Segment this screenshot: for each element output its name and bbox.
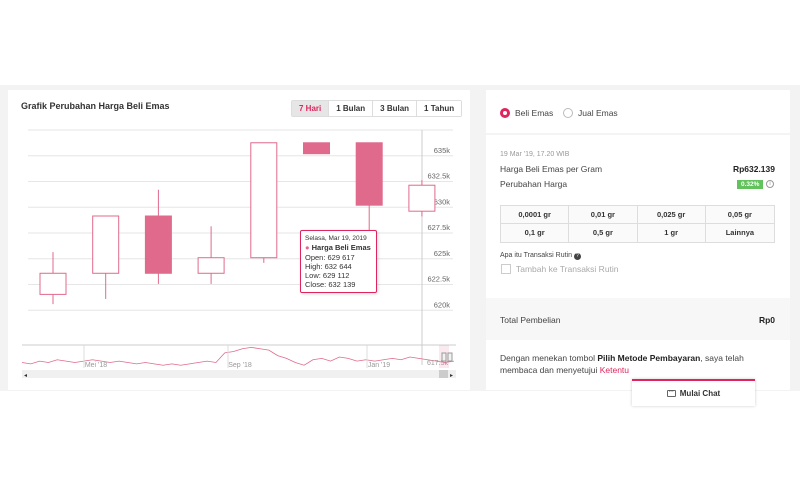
scrollbar[interactable] [22,370,456,378]
navigator-label: Sep '18 [228,362,252,369]
routine-question-text: Apa itu Transaksi Rutin [500,252,572,259]
candle-body [197,257,225,274]
scrollbar-thumb [439,370,448,378]
total-label: Total Pembelian [500,315,561,325]
radio-jual-emas[interactable]: Jual Emas [563,108,618,118]
scroll-right-icon: ▸ [450,373,453,379]
info-icon[interactable]: i [766,180,774,188]
navigator-label: Mei '18 [85,362,107,369]
amount-option-other[interactable]: Lainnya [705,224,774,242]
agreement-text: Dengan menekan tombol Pilih Metode Pemba… [500,352,780,376]
candle-body [408,184,436,212]
candle-body [250,142,278,259]
tooltip-close: Close: 632 139 [305,280,356,290]
routine-checkbox[interactable] [501,264,511,274]
total-value: Rp0 [758,315,775,325]
help-icon: ? [573,253,581,260]
navigator-handle [447,352,453,362]
tooltip-high: High: 632 644 [305,261,352,271]
total-section: Total Pembelian Rp0 [486,298,790,340]
transaction-panel: Beli Emas Jual Emas 19 Mar '19, 17.20 WI… [486,90,790,390]
y-tick-label: 632.5k [427,172,450,181]
candle-body [39,272,67,295]
tooltip-series: Harga Beli Emas [311,243,371,253]
range-7-hari[interactable]: 7 Hari [292,101,329,116]
y-tick-label: 622.5k [427,275,450,284]
radio-unchecked-icon [563,108,573,118]
radio-label: Jual Emas [578,108,618,118]
navigator-line [21,346,455,366]
timestamp: 19 Mar '19, 17.20 WIB [500,151,570,158]
range-3-bulan[interactable]: 3 Bulan [372,101,417,116]
routine-checkbox-label: Tambah ke Transaksi Rutin [516,264,619,274]
change-label: Perubahan Harga [500,179,568,189]
candle-body [144,215,172,274]
agree-bold: Pilih Metode Pembayaran [597,353,701,363]
amount-option[interactable]: 1 gr [637,224,706,242]
amount-option[interactable]: 0,0001 gr [501,206,570,224]
tooltip-open: Open: 629 617 [305,252,355,262]
y-tick-label: 630k [434,197,451,206]
amount-option[interactable]: 0,025 gr [637,206,706,224]
chart-title: Grafik Perubahan Harga Beli Emas [21,101,170,111]
amount-option[interactable]: 0,05 gr [705,206,774,224]
range-1-bulan[interactable]: 1 Bulan [328,101,373,116]
amount-option[interactable]: 0,5 gr [569,224,638,242]
candle-body [355,142,383,206]
range-selector: 7 Hari 1 Bulan 3 Bulan 1 Tahun [291,100,463,117]
agree-text-2: , saya telah membaca dan menyetujui [500,353,744,375]
navigator-label: Jan '19 [368,362,390,369]
amount-option[interactable]: 0,01 gr [569,206,638,224]
y-tick-label: 627.5k [427,223,450,232]
agree-text-1: Dengan menekan tombol [500,353,598,363]
amount-option[interactable]: 0,1 gr [501,224,570,242]
radio-checked-icon [500,108,510,118]
chart-tooltip: Selasa, Mar 19, 2019 ● Harga Beli Emas O… [300,230,377,293]
radio-label: Beli Emas [515,108,554,118]
tooltip-date: Selasa, Mar 19, 2019 [305,235,367,242]
amount-grid: 0,0001 gr 0,01 gr 0,025 gr 0,05 gr 0,1 g… [500,205,775,243]
tooltip-low: Low: 629 112 [305,271,350,281]
change-badge: 0.32% [737,180,764,189]
chat-label: Mulai Chat [679,389,721,398]
series-dot-icon: ● [305,243,310,253]
y-tick-label: 620k [434,300,451,309]
y-tick-label: 635k [434,146,451,155]
divider [486,133,790,135]
range-1-tahun[interactable]: 1 Tahun [416,101,462,116]
y-tick-label: 625k [434,249,451,258]
navigator-handle [441,352,447,362]
chat-icon: ··· [666,389,676,397]
routine-question[interactable]: Apa itu Transaksi Rutin ? [500,252,581,260]
chat-button[interactable]: ··· Mulai Chat [632,379,755,406]
scroll-left-icon: ◂ [24,373,27,379]
price-value: Rp632.139 [732,164,775,174]
candle-body [303,142,330,155]
candle-body [92,215,120,274]
radio-beli-emas[interactable]: Beli Emas [500,108,553,118]
price-label: Harga Beli Emas per Gram [500,164,603,174]
terms-link[interactable]: Ketentu [599,365,630,375]
navigator-tick-label: 617.5k [427,360,449,367]
